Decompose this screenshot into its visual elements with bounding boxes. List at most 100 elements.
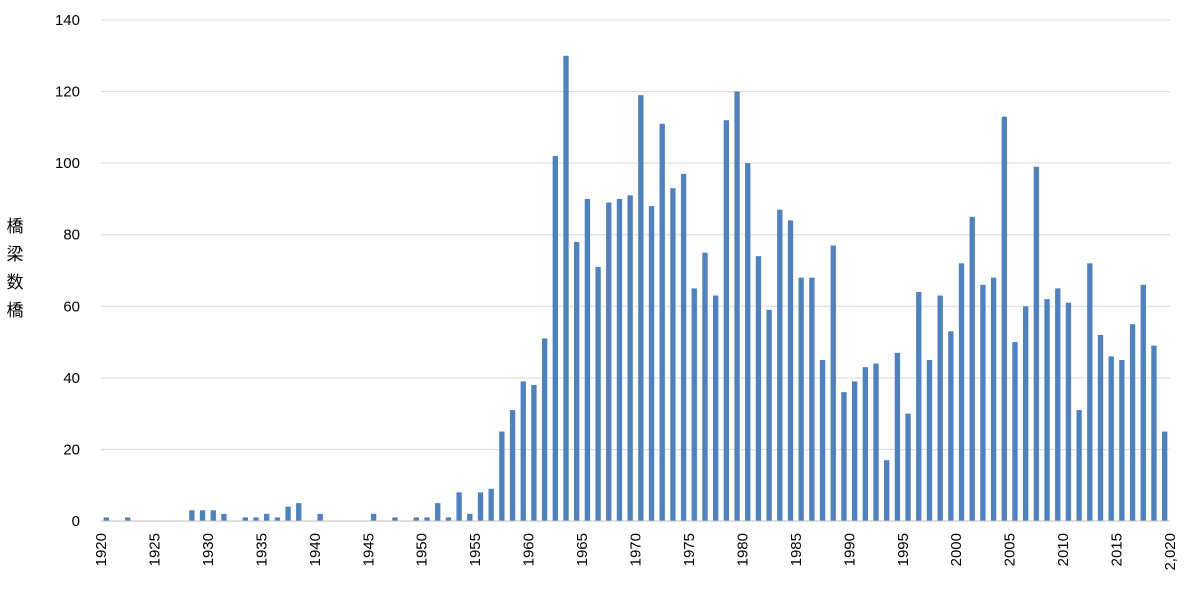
bar-1997 [926,359,933,521]
y-axis-label-char: 数 [7,273,24,293]
bar-1940 [317,513,323,521]
bar-2016 [1129,324,1136,521]
bar-1991 [862,367,868,521]
bar-1976 [702,252,708,522]
bar-1971 [648,206,655,521]
bar-1972 [659,123,665,521]
bar-2007 [1033,166,1040,521]
x-tick-label-1940: 1940 [307,533,324,566]
bar-1947 [392,517,398,521]
x-tick-label-2015: 2015 [1109,533,1126,566]
bar-1994 [894,352,901,521]
bar-1955 [477,492,484,521]
bar-1975 [691,288,697,521]
bar-1970 [638,95,644,522]
x-tick-label-1950: 1950 [414,533,431,566]
x-tick-label-2000: 2000 [948,533,965,566]
bar-1931 [221,513,227,521]
y-axis-label-char: 橋 [7,301,24,321]
x-tick-label-1955: 1955 [467,533,484,566]
bar-2013 [1097,334,1104,521]
bar-1973 [670,188,676,521]
bar-1956 [488,488,494,521]
bar-2004 [1001,116,1007,522]
bar-1966 [595,266,601,521]
bar-2018 [1151,345,1157,521]
bar-2000 [958,263,965,521]
bar-1934 [253,517,259,521]
bar-2015 [1119,359,1125,521]
bar-1974 [680,173,687,521]
x-tick-label-2010: 2010 [1055,533,1072,566]
x-tick-label-1990: 1990 [841,533,858,566]
y-tick-label-140: 140 [55,12,80,29]
bar-2019 [1161,431,1168,521]
y-axis-tick-labels: 0 20 40 60 80 100 120 140 [55,12,80,530]
bar-1960 [531,385,537,521]
bar-1996 [916,291,922,521]
bar-1977 [713,295,719,521]
bar-1999 [948,331,954,521]
bar-1968 [616,198,623,521]
y-axis-label-char: 橋 [7,217,24,237]
bar-1962 [552,155,558,522]
bar-2005 [1012,342,1018,521]
bar-1938 [296,503,302,521]
bar-1995 [905,413,911,521]
bar-1990 [851,381,858,521]
bar-1936 [274,517,281,521]
bar-1980 [745,163,751,521]
bar-1981 [755,256,762,521]
x-tick-label-1980: 1980 [734,533,751,566]
bar-1965 [584,198,591,521]
bar-2002 [980,284,986,521]
x-tick-label-1935: 1935 [253,533,270,566]
x-tick-label-2020: 2,020 [1162,533,1179,571]
bar-1992 [873,363,879,521]
bar-1979 [734,91,740,521]
bar-1951 [435,503,441,521]
bar-1987 [819,359,826,521]
x-tick-label-1985: 1985 [788,533,805,566]
bar-1920 [103,517,110,521]
bar-1961 [541,338,548,521]
bar-1969 [627,195,633,521]
bar-1958 [509,410,516,521]
bar-2011 [1076,410,1082,521]
x-tick-label-1925: 1925 [146,533,163,566]
x-tick-label-1945: 1945 [360,533,377,566]
bar-1985 [798,277,804,521]
bars [103,55,1168,522]
bar-1933 [242,517,248,521]
bar-1986 [809,277,815,521]
bar-1978 [723,120,730,521]
bar-1982 [766,309,772,521]
bar-1950 [424,517,430,521]
bar-2001 [969,216,975,521]
bar-1922 [125,517,131,521]
y-tick-label-20: 20 [63,441,80,458]
x-tick-label-1920: 1920 [93,533,110,566]
bar-1937 [285,506,291,521]
bar-1963 [563,55,569,521]
bar-1984 [787,220,794,521]
x-tick-label-1970: 1970 [628,533,645,566]
bar-2017 [1140,284,1146,521]
bar-2003 [990,277,997,521]
bar-1952 [445,517,452,521]
x-tick-label-1960: 1960 [521,533,538,566]
bar-1967 [606,202,612,521]
bar-1928 [189,510,195,521]
bar-1930 [210,510,216,521]
bar-1949 [413,517,420,521]
grid-lines [101,19,1170,450]
y-tick-label-40: 40 [63,370,80,387]
bar-1959 [520,381,526,521]
y-tick-label-60: 60 [63,298,80,315]
bar-2014 [1108,356,1114,521]
y-axis-label-char: 梁 [7,245,24,265]
bar-1954 [467,513,473,521]
bar-2010 [1065,302,1072,521]
